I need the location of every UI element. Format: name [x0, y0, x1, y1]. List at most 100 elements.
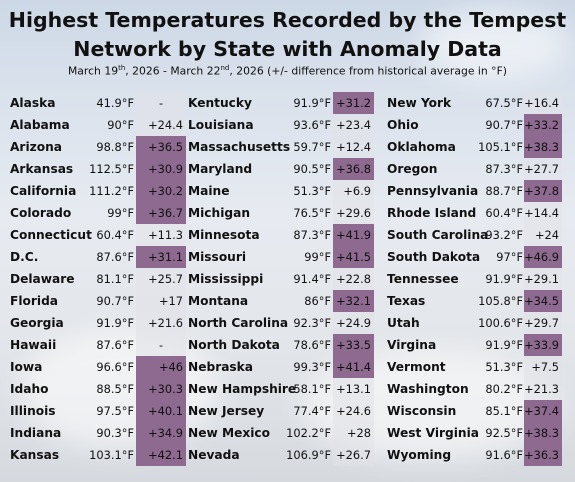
state-name: California — [10, 184, 77, 198]
max-temperature: 91.9°F — [485, 338, 523, 352]
title-line-2: Network by State with Anomaly Data — [73, 37, 502, 61]
max-temperature: 91.9°F — [485, 272, 523, 286]
temperature-anomaly: +22.8 — [333, 268, 374, 290]
state-name: Wyoming — [387, 448, 452, 462]
title-line-1: Highest Temperatures Recorded by the Tem… — [8, 8, 567, 32]
max-temperature: 92.5°F — [485, 426, 523, 440]
temperature-anomaly: +21.6 — [136, 312, 186, 334]
temperature-anomaly: - — [136, 92, 186, 114]
temperature-anomaly: +38.3 — [524, 422, 562, 444]
state-name: Minnesota — [188, 228, 260, 242]
state-name: Maryland — [188, 162, 253, 176]
temperature-anomaly: +21.3 — [524, 378, 562, 400]
state-name: Alaska — [10, 96, 56, 110]
state-name: Oregon — [387, 162, 438, 176]
state-name: New York — [387, 96, 452, 110]
temperature-anomaly: +29.6 — [333, 202, 374, 224]
state-name: Tennessee — [387, 272, 459, 286]
state-name: South Carolina — [387, 228, 489, 242]
max-temperature: 96.6°F — [96, 360, 134, 374]
state-name: Delaware — [10, 272, 75, 286]
temperature-anomaly: +30.9 — [136, 158, 186, 180]
max-temperature: 98.8°F — [96, 140, 134, 154]
state-name: Vermont — [387, 360, 446, 374]
max-temperature: 76.5°F — [293, 206, 331, 220]
page-title: Highest Temperatures Recorded by the Tem… — [0, 6, 575, 64]
temperature-anomaly: +23.4 — [333, 114, 374, 136]
max-temperature: 87.6°F — [96, 250, 134, 264]
state-name: Hawaii — [10, 338, 57, 352]
max-temperature: 88.7°F — [485, 184, 523, 198]
max-temperature: 90.7°F — [96, 294, 134, 308]
temperature-anomaly: +31.2 — [333, 92, 374, 114]
temperature-anomaly: +13.1 — [333, 378, 374, 400]
state-name: Nevada — [188, 448, 240, 462]
state-name: Idaho — [10, 382, 49, 396]
max-temperature: 91.9°F — [96, 316, 134, 330]
state-name: Washington — [387, 382, 469, 396]
temperature-anomaly: +36.8 — [333, 158, 374, 180]
state-name: Oklahoma — [387, 140, 456, 154]
temperature-anomaly: +36.5 — [136, 136, 186, 158]
max-temperature: 103.1°F — [89, 448, 134, 462]
state-name: South Dakota — [387, 250, 481, 264]
max-temperature: 90.5°F — [293, 162, 331, 176]
state-name: Mississippi — [188, 272, 264, 286]
max-temperature: 99°F — [304, 250, 331, 264]
temperature-anomaly: +33.9 — [524, 334, 562, 356]
state-name: Massachusetts — [188, 140, 291, 154]
temperature-anomaly: +41.5 — [333, 246, 374, 268]
state-name: New Hampshire — [188, 382, 297, 396]
max-temperature: 81.1°F — [96, 272, 134, 286]
state-name: Nebraska — [188, 360, 254, 374]
temperature-anomaly: +29.1 — [524, 268, 562, 290]
temperature-anomaly: +30.3 — [136, 378, 186, 400]
state-name: Missouri — [188, 250, 247, 264]
temperature-anomaly: +14.4 — [524, 202, 562, 224]
state-name: Connecticut — [10, 228, 92, 242]
max-temperature: 111.2°F — [89, 184, 134, 198]
max-temperature: 97°F — [496, 250, 523, 264]
temperature-anomaly: +42.1 — [136, 444, 186, 466]
state-name: Rhode Island — [387, 206, 477, 220]
state-name: North Dakota — [188, 338, 280, 352]
max-temperature: 91.6°F — [485, 448, 523, 462]
max-temperature: 106.9°F — [286, 448, 331, 462]
max-temperature: 88.5°F — [96, 382, 134, 396]
max-temperature: 87.3°F — [293, 228, 331, 242]
temperature-anomaly: +25.7 — [136, 268, 186, 290]
state-name: Kansas — [10, 448, 60, 462]
temperature-anomaly: +38.3 — [524, 136, 562, 158]
temperature-anomaly: +40.1 — [136, 400, 186, 422]
state-name: Arkansas — [10, 162, 74, 176]
temperature-anomaly: +24.4 — [136, 114, 186, 136]
max-temperature: 87.3°F — [485, 162, 523, 176]
state-name: Louisiana — [188, 118, 254, 132]
temperature-anomaly: +12.4 — [333, 136, 374, 158]
state-name: Michigan — [188, 206, 251, 220]
max-temperature: 92.3°F — [293, 316, 331, 330]
temperature-anomaly: +36.7 — [136, 202, 186, 224]
state-name: Georgia — [10, 316, 64, 330]
temperature-anomaly: +30.2 — [136, 180, 186, 202]
state-name: Texas — [387, 294, 426, 308]
max-temperature: 100.6°F — [478, 316, 523, 330]
max-temperature: 90°F — [107, 118, 134, 132]
max-temperature: 99.3°F — [293, 360, 331, 374]
temperature-anomaly: +34.9 — [136, 422, 186, 444]
temperature-anomaly: +28 — [333, 422, 374, 444]
max-temperature: 87.6°F — [96, 338, 134, 352]
state-name: New Mexico — [188, 426, 270, 440]
state-name: Wisconsin — [387, 404, 457, 418]
max-temperature: 99°F — [107, 206, 134, 220]
temperature-anomaly: +29.7 — [524, 312, 562, 334]
temperature-anomaly: +24.9 — [333, 312, 374, 334]
temperature-anomaly: +16.4 — [524, 92, 562, 114]
state-name: Iowa — [10, 360, 43, 374]
max-temperature: 60.4°F — [96, 228, 134, 242]
state-name: Montana — [188, 294, 249, 308]
temperature-anomaly: +33.2 — [524, 114, 562, 136]
state-name: Alabama — [10, 118, 70, 132]
max-temperature: 86°F — [304, 294, 331, 308]
state-name: New Jersey — [188, 404, 265, 418]
